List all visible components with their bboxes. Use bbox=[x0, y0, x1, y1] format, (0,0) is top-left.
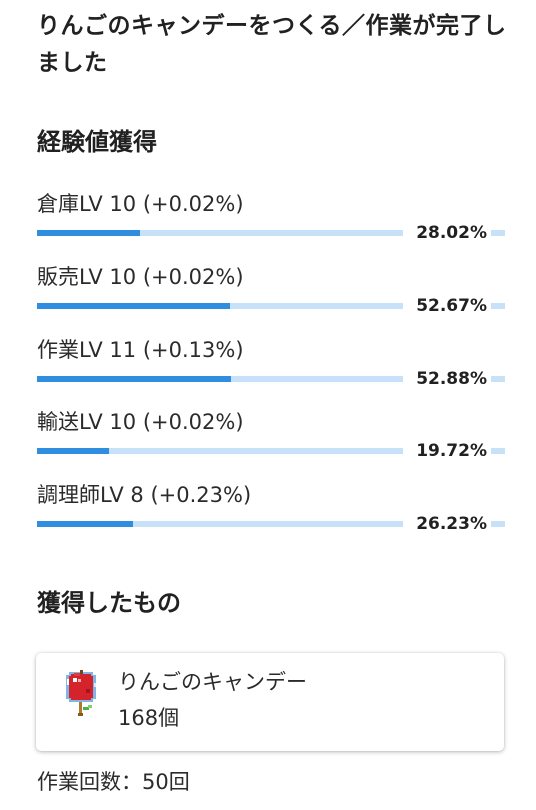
skill-label: 調理師LV 8 (+0.23%) bbox=[37, 483, 252, 507]
progress-percent: 52.67% bbox=[416, 296, 487, 316]
progress-percent: 28.02% bbox=[416, 223, 487, 243]
skill-row-transport: 輸送LV 10 (+0.02%) 19.72% bbox=[37, 409, 505, 471]
apple-candy-icon bbox=[62, 669, 102, 721]
skill-label: 倉庫LV 10 (+0.02%) bbox=[37, 192, 244, 216]
skill-row-storage: 倉庫LV 10 (+0.02%) 28.02% bbox=[37, 191, 505, 253]
skill-label: 販売LV 10 (+0.02%) bbox=[37, 265, 244, 289]
progress-percent: 26.23% bbox=[416, 514, 487, 534]
work-count: 作業回数：50回 bbox=[37, 770, 190, 794]
progress-fill bbox=[37, 521, 133, 527]
progress-bar-tail bbox=[491, 521, 505, 527]
progress-bar bbox=[37, 303, 403, 309]
page-title: りんごのキャンデーをつくる／作業が完了しました bbox=[37, 13, 507, 76]
progress-bar bbox=[37, 230, 403, 236]
skill-row-cook: 調理師LV 8 (+0.23%) 26.23% bbox=[37, 482, 505, 544]
progress-fill bbox=[37, 376, 231, 382]
obtained-heading: 獲得したもの bbox=[37, 589, 181, 617]
progress-bar bbox=[37, 448, 403, 454]
obtained-item-card[interactable]: りんごのキャンデー 168個 bbox=[36, 653, 504, 751]
progress-bar-tail bbox=[491, 448, 505, 454]
progress-bar-tail bbox=[491, 230, 505, 236]
item-count: 168個 bbox=[118, 706, 180, 730]
skill-label: 作業LV 11 (+0.13%) bbox=[37, 338, 244, 362]
progress-bar bbox=[37, 521, 403, 527]
progress-bar-tail bbox=[491, 376, 505, 382]
progress-fill bbox=[37, 303, 230, 309]
progress-bar bbox=[37, 376, 403, 382]
skill-label: 輸送LV 10 (+0.02%) bbox=[37, 410, 244, 434]
progress-fill bbox=[37, 230, 140, 236]
progress-percent: 19.72% bbox=[416, 441, 487, 461]
progress-percent: 52.88% bbox=[416, 369, 487, 389]
skill-row-work: 作業LV 11 (+0.13%) 52.88% bbox=[37, 337, 505, 399]
skill-row-sales: 販売LV 10 (+0.02%) 52.67% bbox=[37, 264, 505, 326]
item-name: りんごのキャンデー bbox=[118, 670, 307, 694]
progress-bar-tail bbox=[491, 303, 505, 309]
experience-heading: 経験値獲得 bbox=[37, 128, 157, 156]
progress-fill bbox=[37, 448, 110, 454]
